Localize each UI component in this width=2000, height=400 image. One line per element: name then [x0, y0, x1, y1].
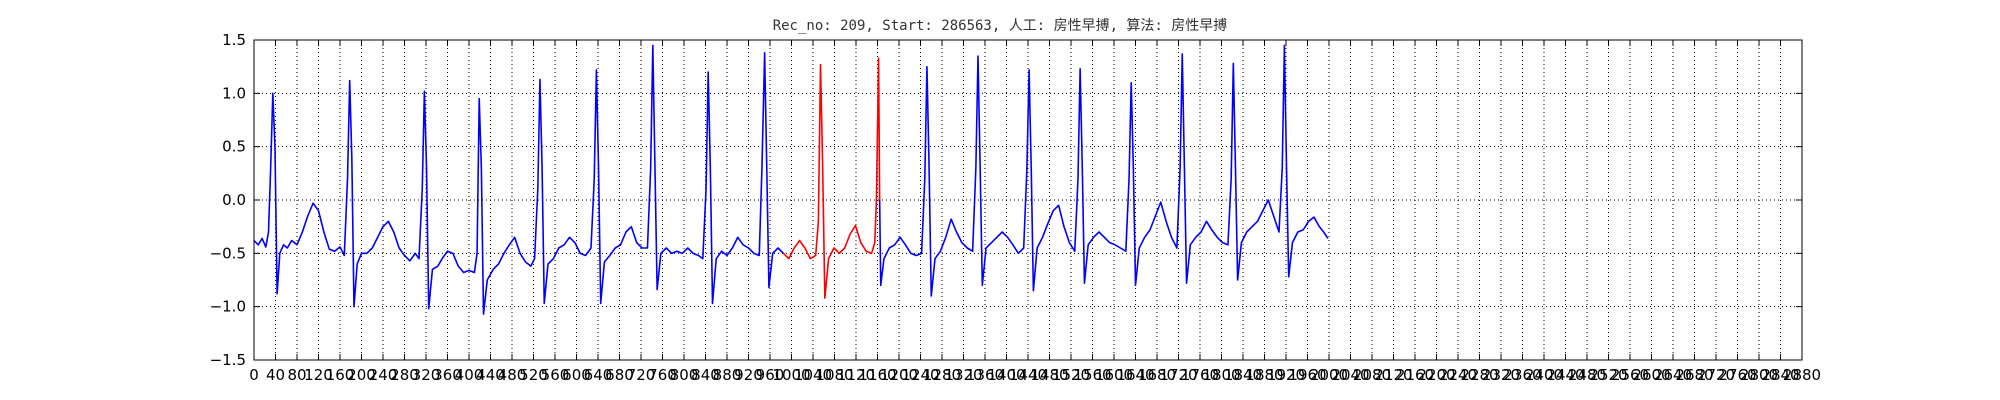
x-tick-label: 840	[691, 366, 720, 384]
x-tick-label: 440	[476, 366, 505, 384]
ecg-series-line-0	[253, 44, 785, 315]
x-tick-label: 920	[734, 366, 763, 384]
x-tick-label: 1200	[880, 366, 918, 384]
x-tick-label: 400	[455, 366, 484, 384]
x-tick-label: 2000	[1310, 366, 1348, 384]
y-tick-label: −1.0	[210, 298, 246, 316]
x-tick-label: 720	[627, 366, 656, 384]
series-layer	[253, 44, 1329, 315]
x-axis: 0 40 8012016020024028032036040044048052056…	[249, 40, 1821, 384]
x-tick-label: 2280	[1460, 366, 1498, 384]
y-tick-label: 1.0	[222, 84, 246, 102]
y-tick-label: 1.5	[222, 31, 246, 49]
x-tick-label: 160	[326, 366, 355, 384]
x-tick-label: 2880	[1783, 366, 1821, 384]
x-tick-label: 960	[756, 366, 785, 384]
x-tick-label: 1880	[1245, 366, 1283, 384]
x-tick-label: 1680	[1138, 366, 1176, 384]
x-tick-label: 1560	[1073, 366, 1111, 384]
x-tick-label: 1000	[772, 366, 810, 384]
x-tick-label: 1120	[837, 366, 875, 384]
x-tick-label: 2680	[1675, 366, 1713, 384]
chart-title: Rec_no: 209, Start: 286563, 人工: 房性早搏, 算法…	[773, 17, 1228, 34]
x-tick-label: 2160	[1396, 366, 1434, 384]
y-tick-label: 0.5	[222, 138, 246, 156]
x-tick-label: 1400	[987, 366, 1025, 384]
x-tick-label: 2080	[1353, 366, 1391, 384]
x-tick-label: 2600	[1632, 366, 1670, 384]
x-tick-label: 2440	[1546, 366, 1584, 384]
x-tick-label: 360	[433, 366, 462, 384]
x-tick-label: 80	[287, 366, 306, 384]
x-tick-label: 1040	[794, 366, 832, 384]
x-tick-label: 1160	[858, 366, 896, 384]
x-tick-label: 1600	[1095, 366, 1133, 384]
x-tick-label: 240	[369, 366, 398, 384]
x-tick-label: 880	[713, 366, 742, 384]
x-tick-label: 2800	[1740, 366, 1778, 384]
x-tick-label: 0	[249, 366, 259, 384]
x-tick-label: 520	[519, 366, 548, 384]
x-tick-label: 1520	[1052, 366, 1090, 384]
x-tick-label: 480	[498, 366, 527, 384]
x-tick-label: 2760	[1718, 366, 1756, 384]
x-tick-label: 2360	[1503, 366, 1541, 384]
x-tick-label: 2560	[1611, 366, 1649, 384]
y-tick-label: 0.0	[222, 191, 246, 209]
x-tick-label: 800	[670, 366, 699, 384]
x-tick-label: 1080	[815, 366, 853, 384]
x-tick-label: 760	[648, 366, 677, 384]
ecg-series-line-2	[878, 44, 1329, 297]
x-tick-label: 1480	[1030, 366, 1068, 384]
x-tick-label: 600	[562, 366, 591, 384]
y-axis: −1.5 −1.0 −0.5 0.0 0.5 1.0 1.5	[210, 31, 1802, 369]
x-tick-label: 1360	[966, 366, 1004, 384]
grid-layer	[254, 40, 1802, 360]
x-tick-label: 1760	[1181, 366, 1219, 384]
x-tick-label: 280	[390, 366, 419, 384]
x-tick-label: 1840	[1224, 366, 1262, 384]
x-tick-label: 320	[412, 366, 441, 384]
x-tick-label: 1440	[1009, 366, 1047, 384]
x-tick-label: 2240	[1439, 366, 1477, 384]
x-tick-label: 1800	[1202, 366, 1240, 384]
x-tick-label: 2720	[1697, 366, 1735, 384]
y-tick-label: −1.5	[210, 351, 246, 369]
x-tick-label: 2320	[1482, 366, 1520, 384]
x-tick-label: 2480	[1568, 366, 1606, 384]
x-tick-label: 2520	[1589, 366, 1627, 384]
x-tick-label: 1960	[1288, 366, 1326, 384]
x-tick-label: 120	[304, 366, 333, 384]
x-tick-label: 2200	[1417, 366, 1455, 384]
x-tick-label: 200	[347, 366, 376, 384]
x-tick-label: 1240	[901, 366, 939, 384]
x-tick-label: 680	[605, 366, 634, 384]
y-tick-label: −0.5	[210, 244, 246, 262]
x-tick-label: 1920	[1267, 366, 1305, 384]
x-tick-label: 2840	[1761, 366, 1799, 384]
x-tick-label: 40	[266, 366, 285, 384]
x-tick-label: 2040	[1331, 366, 1369, 384]
x-tick-label: 1640	[1116, 366, 1154, 384]
ecg-series-line-1	[782, 57, 881, 299]
x-tick-label: 640	[584, 366, 613, 384]
x-tick-label: 1280	[923, 366, 961, 384]
x-tick-label: 2120	[1374, 366, 1412, 384]
x-tick-label: 2400	[1525, 366, 1563, 384]
x-tick-label: 2640	[1654, 366, 1692, 384]
x-tick-label: 1320	[944, 366, 982, 384]
x-tick-label: 1720	[1159, 366, 1197, 384]
x-tick-label: 560	[541, 366, 570, 384]
